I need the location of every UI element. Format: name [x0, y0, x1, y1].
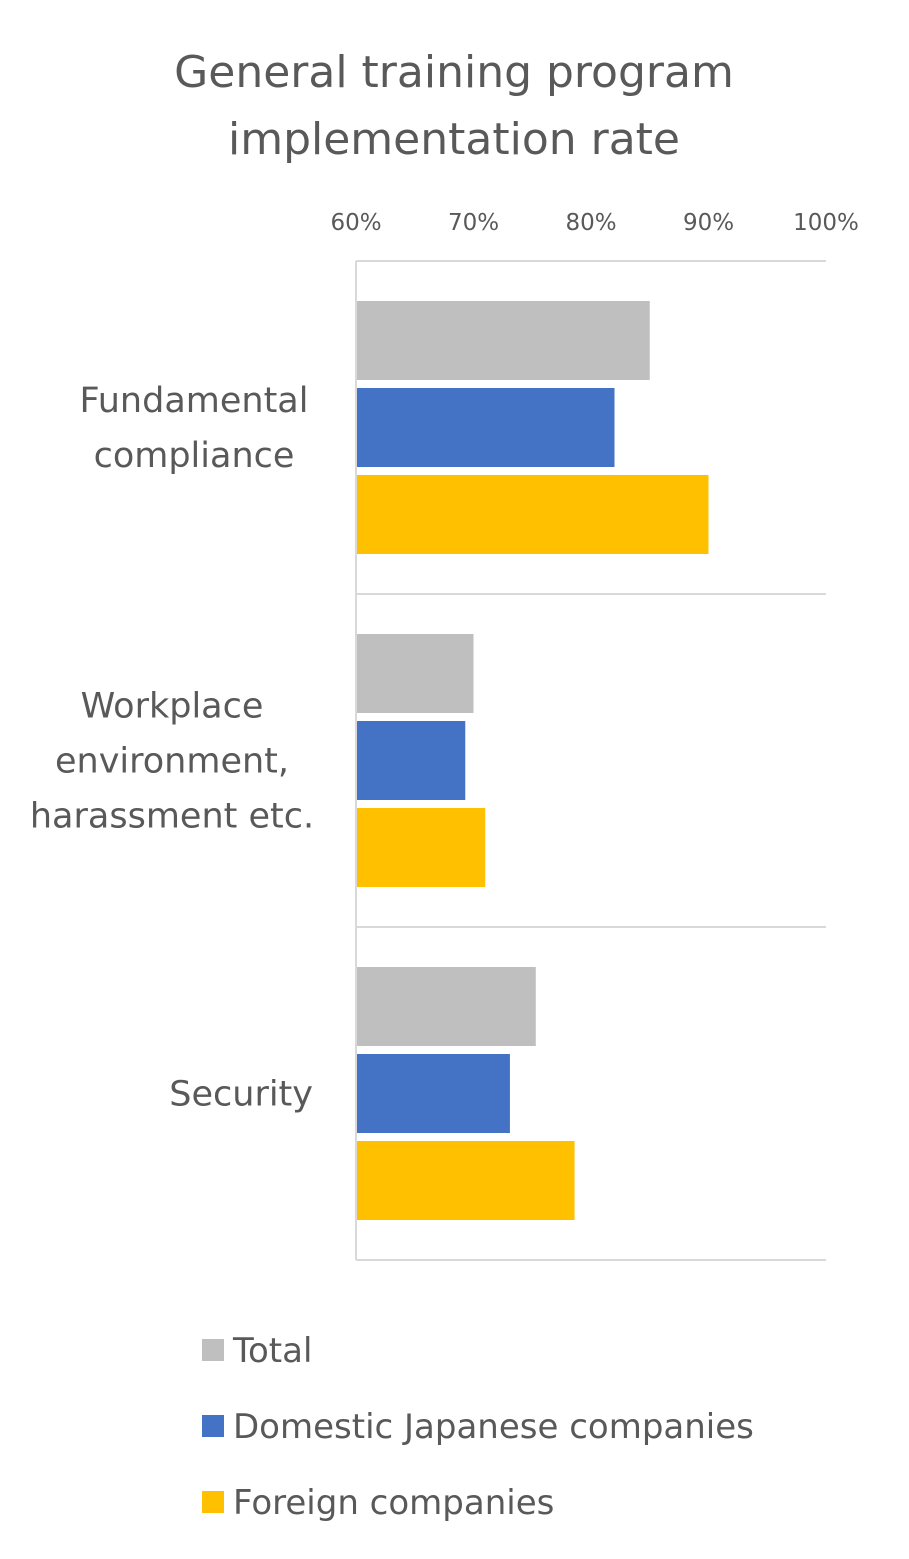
bar — [357, 475, 709, 554]
legend-swatch — [202, 1339, 224, 1361]
x-tick-label: 70% — [448, 210, 499, 236]
bar — [357, 388, 615, 467]
x-tick-label: 60% — [330, 210, 381, 236]
bars — [357, 301, 709, 1220]
bar — [357, 1141, 575, 1220]
legend-label: Total — [232, 1331, 312, 1371]
category-label: Fundamental — [80, 381, 309, 421]
bar — [357, 967, 536, 1046]
category-separators — [355, 260, 826, 1261]
bar — [357, 301, 650, 380]
x-tick-label: 100% — [793, 210, 859, 236]
category-labels: Fundamental compliance Workplace environmen… — [30, 381, 314, 1115]
category-label: Security — [169, 1075, 313, 1115]
category-label: compliance — [94, 436, 295, 476]
legend-label: Foreign companies — [233, 1483, 554, 1523]
x-tick-label: 90% — [683, 210, 734, 236]
bar — [357, 721, 466, 800]
legend-swatch — [202, 1491, 224, 1513]
legend-label: Domestic Japanese companies — [233, 1407, 754, 1447]
x-tick-label: 80% — [565, 210, 616, 236]
x-axis-ticks: 60% 70% 80% 90% 100% — [330, 210, 858, 236]
chart-title-line-2: implementation rate — [228, 114, 680, 165]
category-label: environment, — [55, 742, 289, 782]
chart-title-line-1: General training program — [174, 47, 734, 98]
category-label: Workplace — [81, 687, 264, 727]
bar — [357, 808, 486, 887]
legend: Total Domestic Japanese companies Foreign … — [202, 1331, 754, 1523]
bar — [357, 634, 474, 713]
legend-swatch — [202, 1415, 224, 1437]
bar — [357, 1054, 510, 1133]
category-label: harassment etc. — [30, 797, 314, 837]
